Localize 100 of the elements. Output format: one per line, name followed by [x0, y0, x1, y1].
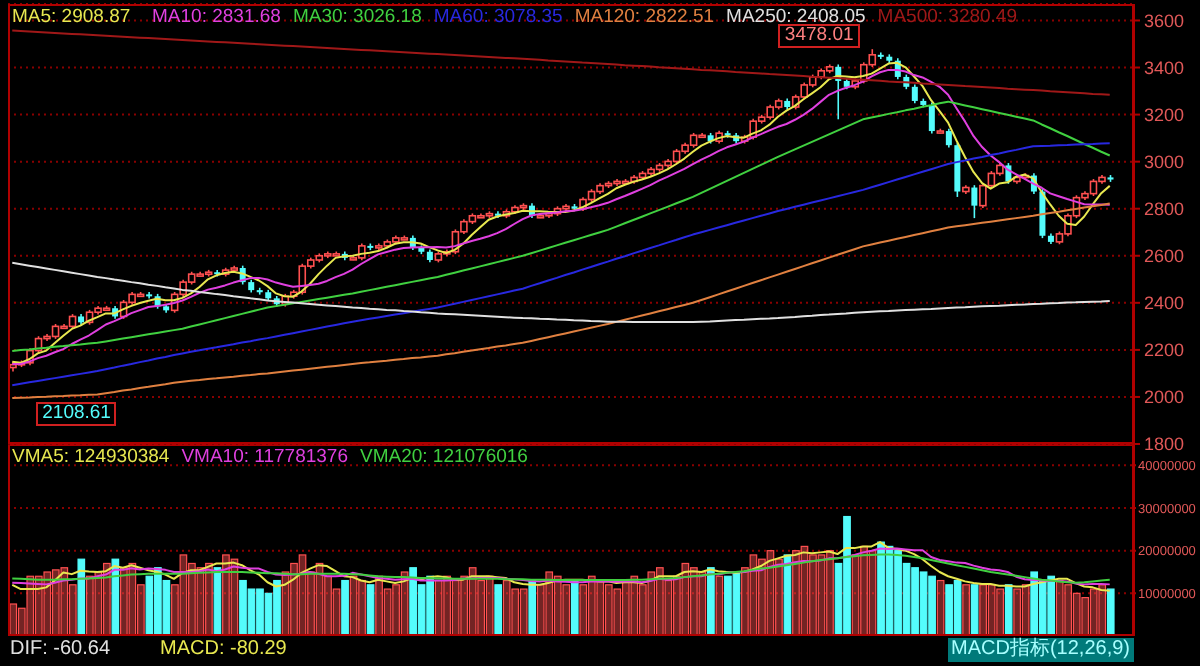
bar: [1064, 584, 1073, 636]
bar: [1072, 592, 1081, 636]
bar: [715, 575, 724, 636]
y-tick-label: 3400: [1144, 57, 1185, 78]
candlestick: [945, 127, 952, 149]
bar: [111, 558, 120, 636]
bar: [256, 588, 264, 636]
bar: [468, 567, 477, 636]
text: MACD: -80.29: [160, 638, 287, 662]
bar: [128, 562, 137, 636]
bar: [1038, 579, 1047, 636]
bar: [1030, 571, 1039, 636]
candlestick: [1039, 188, 1046, 239]
bar: [341, 579, 349, 636]
bar: [1055, 579, 1064, 636]
bar: [502, 579, 511, 636]
y-tick-label: 2600: [1144, 246, 1185, 267]
bar: [996, 588, 1004, 636]
bar: [587, 575, 596, 636]
bar: [1098, 584, 1107, 636]
bar: [451, 579, 460, 636]
bar: [94, 571, 103, 636]
bar: [664, 579, 673, 636]
bar: [843, 515, 851, 636]
bar: [928, 575, 936, 636]
bar: [17, 607, 26, 636]
bar: [698, 571, 707, 636]
bar: [273, 579, 281, 636]
bar: [290, 562, 298, 636]
text: MA120: 2822.51: [574, 6, 715, 28]
candlestick: [928, 101, 935, 135]
candlestick: [979, 182, 987, 209]
bar: [724, 575, 732, 636]
text: MA10: 2831.68: [152, 6, 281, 28]
text: VMA20: 121076016: [359, 446, 528, 468]
bar: [775, 558, 783, 636]
bar: [1106, 588, 1115, 636]
candlestick: [911, 83, 918, 105]
candlestick: [146, 291, 153, 300]
y-tick-label: 3000: [1144, 152, 1185, 173]
bar: [894, 550, 902, 636]
bar: [613, 588, 622, 636]
bar: [324, 575, 332, 636]
line-series: [11, 202, 1111, 400]
bar: [911, 567, 919, 636]
bar: [239, 579, 247, 636]
bar: [171, 584, 179, 636]
bar: [1013, 588, 1022, 636]
candlestick: [971, 184, 978, 219]
bar: [579, 584, 588, 636]
bar: [137, 584, 145, 636]
bar: [681, 562, 690, 636]
bar: [707, 567, 715, 636]
annotation: 3478.01: [778, 23, 860, 48]
bar: [443, 575, 451, 636]
bar: [792, 550, 800, 636]
line-series: [11, 261, 1111, 324]
bar: [545, 571, 554, 636]
bar: [826, 550, 834, 636]
bar: [120, 567, 128, 636]
y-tick-label: 3200: [1144, 104, 1185, 125]
bar: [953, 579, 962, 636]
text: MA30: 3026.18: [292, 6, 422, 28]
bar: [434, 579, 443, 636]
bar: [375, 575, 383, 636]
bar: [621, 579, 630, 636]
text: VMA10: 117781376: [181, 446, 348, 468]
bar: [477, 579, 486, 636]
bar: [758, 558, 766, 636]
text: MA500: 3280.49: [877, 6, 1018, 28]
bar: [511, 588, 520, 636]
text: MA250: 2408.05: [726, 6, 866, 28]
bar: [647, 571, 656, 636]
y-tick-label: 3600: [1144, 10, 1185, 31]
bar: [77, 558, 86, 636]
bar: [392, 584, 400, 636]
line-series: [11, 142, 1111, 387]
bar: [655, 567, 664, 636]
bar: [562, 584, 571, 636]
bar: [307, 571, 315, 636]
line-series: [11, 29, 1111, 96]
bar: [1089, 588, 1098, 636]
bar: [188, 562, 196, 636]
bar: [970, 584, 979, 636]
text: MA60: 3078.35: [433, 6, 563, 28]
bar: [536, 584, 545, 636]
candlestick: [256, 286, 263, 296]
bar: [51, 569, 60, 636]
y-tick-label: 2000: [1144, 387, 1185, 408]
bar: [1021, 584, 1030, 636]
bar: [596, 579, 605, 636]
candlestick: [877, 51, 884, 60]
bar: [102, 562, 111, 636]
bar: [1004, 584, 1013, 636]
bar: [630, 575, 639, 636]
bar: [1047, 575, 1056, 636]
bar: [741, 567, 749, 636]
bar: [877, 541, 885, 636]
bar: [638, 584, 647, 636]
annotation: 2108.61: [36, 401, 117, 426]
